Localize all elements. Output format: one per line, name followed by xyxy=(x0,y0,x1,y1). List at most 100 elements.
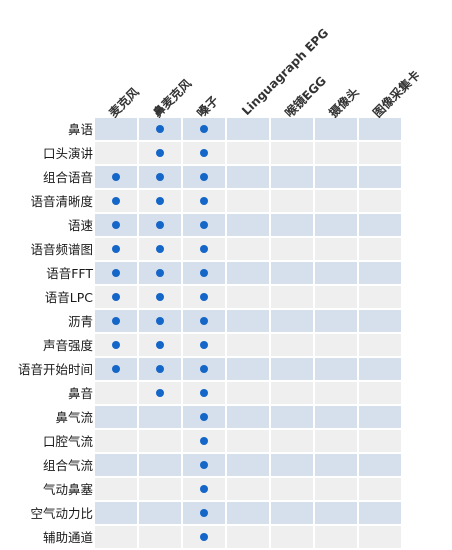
matrix-cell xyxy=(315,310,357,332)
support-dot xyxy=(200,389,208,397)
matrix-cell xyxy=(359,430,401,452)
matrix-cell xyxy=(359,262,401,284)
column-label: 图像采集卡 xyxy=(370,67,423,121)
matrix-cell xyxy=(359,286,401,308)
matrix-cell xyxy=(271,382,313,404)
matrix-cell xyxy=(95,382,137,404)
matrix-cell xyxy=(315,214,357,236)
support-dot xyxy=(156,125,164,133)
matrix-cell xyxy=(227,526,269,548)
matrix-cell xyxy=(271,406,313,428)
support-dot xyxy=(112,197,120,205)
support-dot xyxy=(156,197,164,205)
matrix-cell xyxy=(271,190,313,212)
matrix-cell xyxy=(95,478,137,500)
matrix-cell xyxy=(315,382,357,404)
support-dot xyxy=(112,173,120,181)
matrix-cell xyxy=(359,382,401,404)
matrix-cell xyxy=(359,214,401,236)
matrix-cell xyxy=(95,526,137,548)
row-label: 语音开始时间 xyxy=(17,362,93,377)
matrix-cell xyxy=(227,502,269,524)
matrix-cell xyxy=(95,454,137,476)
matrix-cell xyxy=(227,358,269,380)
matrix-cell xyxy=(359,166,401,188)
matrix-cell xyxy=(271,166,313,188)
matrix-cell xyxy=(227,478,269,500)
matrix-cell xyxy=(359,502,401,524)
row-label: 语音FFT xyxy=(46,266,93,281)
row-label: 沥青 xyxy=(67,314,93,329)
matrix-cell xyxy=(271,214,313,236)
matrix-cell xyxy=(359,334,401,356)
matrix-cell xyxy=(271,502,313,524)
matrix-cell xyxy=(359,358,401,380)
support-dot xyxy=(156,173,164,181)
matrix-cell xyxy=(359,454,401,476)
matrix-cell xyxy=(227,454,269,476)
matrix-cell xyxy=(227,382,269,404)
support-dot xyxy=(200,269,208,277)
row-label: 语音频谱图 xyxy=(30,242,93,257)
matrix-cell xyxy=(315,358,357,380)
matrix-cell xyxy=(359,406,401,428)
support-dot xyxy=(200,317,208,325)
matrix-cell xyxy=(227,238,269,260)
matrix-cell xyxy=(271,310,313,332)
matrix-cell xyxy=(227,310,269,332)
matrix-cell xyxy=(271,526,313,548)
support-dot xyxy=(200,533,208,541)
support-dot xyxy=(156,149,164,157)
matrix-cell xyxy=(315,334,357,356)
matrix-cell xyxy=(139,478,181,500)
matrix-cell xyxy=(315,454,357,476)
column-label: 鼻麦克风 xyxy=(150,76,195,121)
row-label: 语音LPC xyxy=(44,290,93,305)
matrix-cell xyxy=(95,406,137,428)
support-dot xyxy=(112,221,120,229)
matrix-cell xyxy=(227,190,269,212)
support-dot xyxy=(200,173,208,181)
row-label: 组合气流 xyxy=(42,458,93,473)
matrix-cell xyxy=(271,262,313,284)
support-dot xyxy=(200,413,208,421)
support-dot xyxy=(200,365,208,373)
matrix-cell xyxy=(359,118,401,140)
support-dot xyxy=(112,293,120,301)
matrix-cell xyxy=(139,406,181,428)
matrix-cell xyxy=(315,502,357,524)
matrix-cell xyxy=(227,406,269,428)
support-dot xyxy=(200,149,208,157)
row-label: 鼻气流 xyxy=(55,410,93,425)
matrix-cell xyxy=(315,286,357,308)
matrix-cell xyxy=(227,142,269,164)
matrix-cell xyxy=(271,286,313,308)
matrix-cell xyxy=(315,406,357,428)
row-label: 声音强度 xyxy=(42,338,93,353)
column-label: 嗓子 xyxy=(194,93,222,121)
support-dot xyxy=(200,197,208,205)
row-label: 组合语音 xyxy=(42,170,93,185)
support-dot xyxy=(156,293,164,301)
row-label: 空气动力比 xyxy=(30,506,93,521)
matrix-cell xyxy=(359,238,401,260)
support-dot xyxy=(112,269,120,277)
support-dot xyxy=(156,341,164,349)
column-label: 摄像头 xyxy=(326,84,362,121)
matrix-cell xyxy=(227,286,269,308)
support-dot xyxy=(200,485,208,493)
matrix-cell xyxy=(227,334,269,356)
row-label: 口腔气流 xyxy=(42,434,93,449)
matrix-cell xyxy=(271,142,313,164)
support-dot xyxy=(200,245,208,253)
column-label: 喉镜EGG xyxy=(282,73,329,121)
matrix-cell xyxy=(315,166,357,188)
matrix-cell xyxy=(227,430,269,452)
support-dot xyxy=(200,461,208,469)
matrix-cell xyxy=(227,118,269,140)
support-dot xyxy=(156,317,164,325)
matrix-cell xyxy=(315,190,357,212)
matrix-cell xyxy=(95,118,137,140)
matrix-cell xyxy=(315,526,357,548)
support-dot xyxy=(112,341,120,349)
